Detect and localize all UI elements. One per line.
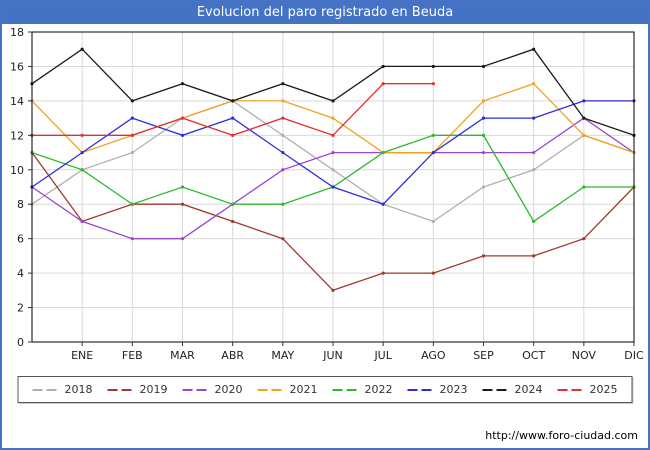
y-tick-label: 2 (17, 302, 24, 315)
y-tick-label: 16 (10, 60, 24, 73)
legend-line-sample (182, 388, 209, 391)
series-line-2018 (31, 100, 635, 223)
series-point (431, 82, 435, 86)
legend-item-2023: 2023 (407, 383, 468, 396)
x-tick-label: ENE (71, 349, 93, 362)
series-2025 (30, 82, 435, 137)
legend-item-2022: 2022 (332, 383, 393, 396)
x-tick-label: NOV (572, 349, 597, 362)
y-tick-label: 8 (17, 198, 24, 211)
legend-label: 2021 (289, 383, 318, 396)
legend-line-sample (557, 388, 584, 391)
y-tick-label: 0 (17, 336, 24, 349)
x-tick-label: ABR (221, 349, 244, 362)
legend-line-sample (32, 388, 59, 391)
y-tick-label: 18 (10, 26, 24, 39)
x-tick-label: AGO (421, 349, 446, 362)
x-tick-label: JUL (373, 349, 392, 362)
legend-label: 2024 (514, 383, 543, 396)
legend-item-2024: 2024 (482, 383, 543, 396)
legend-item-2020: 2020 (182, 383, 243, 396)
legend-label: 2022 (364, 383, 393, 396)
line-chart: 0 2 4 6 8 10 12 14 16 18 ENE FEB MAR ABR MAY JUN JUL AGO S… (10, 26, 644, 362)
y-tick-label: 14 (10, 95, 24, 108)
legend-line-sample (257, 388, 284, 391)
y-tick-label: 6 (17, 233, 24, 246)
legend-label: 2019 (139, 383, 168, 396)
legend-item-2019: 2019 (107, 383, 168, 396)
legend-line-sample (407, 388, 434, 391)
x-tick-label: JUN (322, 349, 343, 362)
legend-label: 2023 (439, 383, 468, 396)
y-tick-label: 12 (10, 129, 24, 142)
legend-label: 2020 (214, 383, 243, 396)
legend-label: 2018 (64, 383, 93, 396)
y-axis-labels: 0 2 4 6 8 10 12 14 16 18 (10, 26, 24, 349)
legend-label: 2025 (589, 383, 618, 396)
series-line-2020 (31, 117, 635, 240)
x-tick-label: MAR (170, 349, 195, 362)
legend-item-2018: 2018 (32, 383, 93, 396)
legend-line-sample (332, 388, 359, 391)
series-group (30, 47, 636, 292)
series-2023 (30, 99, 636, 206)
x-tick-label: SEP (473, 349, 494, 362)
series-line-2024 (31, 48, 635, 136)
y-tick-label: 4 (17, 267, 24, 280)
legend-item-2021: 2021 (257, 383, 318, 396)
legend-line-sample (482, 388, 509, 391)
legend-item-2025: 2025 (557, 383, 618, 396)
series-line-2023 (31, 100, 634, 205)
x-tick-label: DIC (624, 349, 644, 362)
x-tick-label: MAY (271, 349, 294, 362)
x-axis-labels: ENE FEB MAR ABR MAY JUN JUL AGO SEP OCT NOV DIC (71, 349, 644, 362)
legend-line-sample (107, 388, 134, 391)
x-tick-label: OCT (522, 349, 545, 362)
footer-url: http://www.foro-ciudad.com (485, 429, 638, 442)
legend: 2018 2019 2020 2021 2022 2023 2024 2025 (17, 376, 633, 403)
y-tick-label: 10 (10, 164, 24, 177)
axis-ticks (28, 31, 635, 346)
x-tick-label: FEB (122, 349, 143, 362)
chart-title: Evolucion del paro registrado en Beuda (2, 2, 648, 24)
series-2024 (30, 47, 636, 137)
series-line-2025 (32, 83, 434, 137)
